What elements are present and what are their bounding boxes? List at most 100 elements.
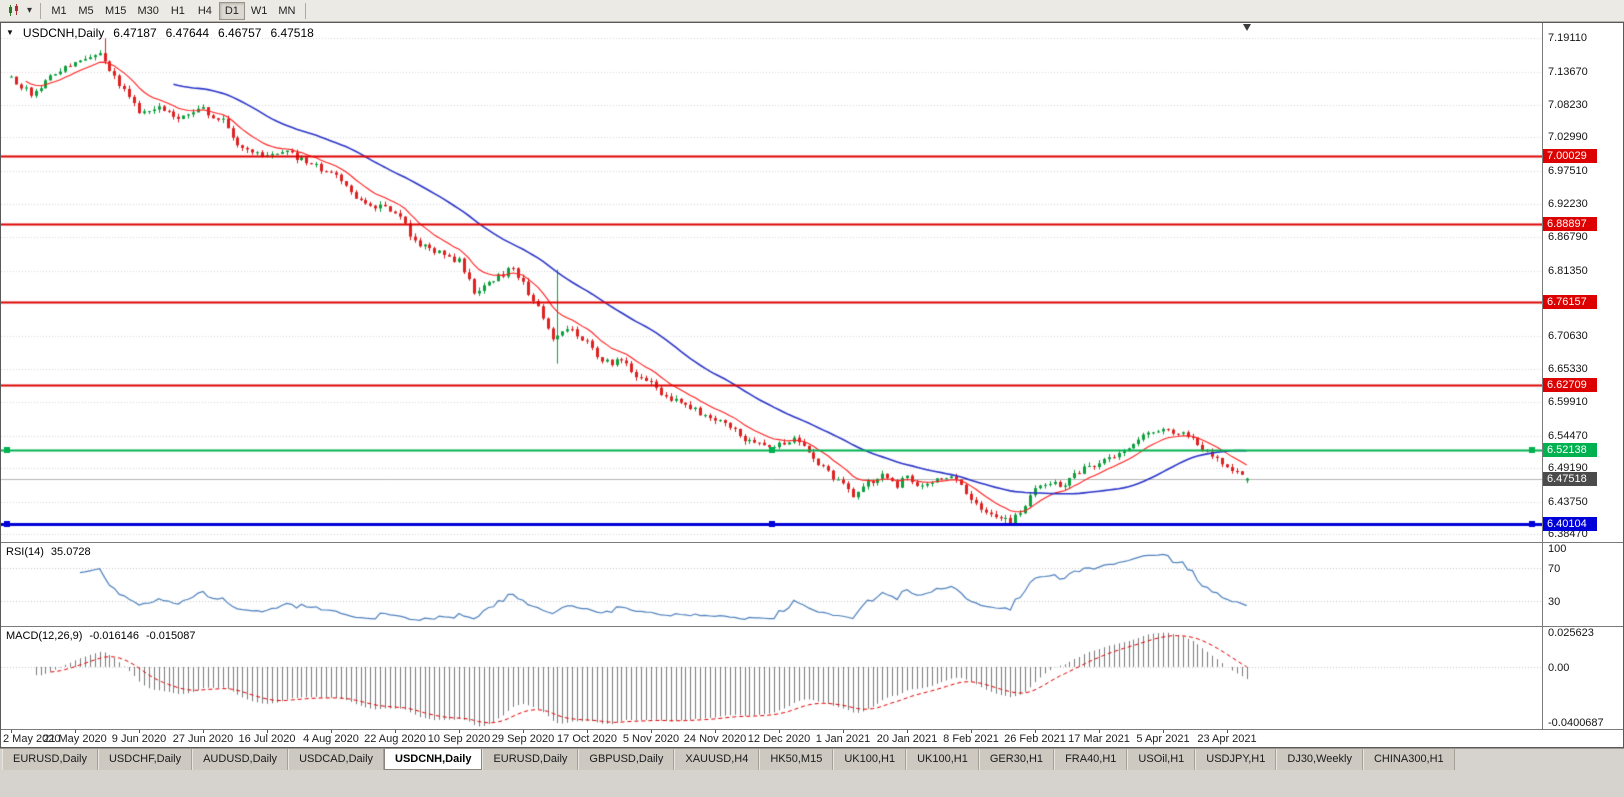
- level-price-badge: 6.76157: [1543, 295, 1597, 310]
- date-tick-mark: [843, 730, 844, 733]
- macd-name: MACD(12,26,9): [6, 630, 83, 642]
- timeframe-button-m30[interactable]: M30: [137, 4, 159, 17]
- toolbar-separator: [40, 2, 42, 19]
- timeframe-button-m15[interactable]: M15: [105, 4, 127, 17]
- chart-collapse-icon[interactable]: ▼: [6, 28, 14, 37]
- macd-scale-label: 0.025623: [1548, 627, 1594, 639]
- rsi-canvas[interactable]: [1, 543, 1542, 626]
- date-label: 1 Jan 2021: [815, 733, 871, 745]
- tab-dj30-weekly[interactable]: DJ30,Weekly: [1276, 749, 1363, 770]
- date-tick-mark: [139, 730, 140, 733]
- tab-gbpusd-daily[interactable]: GBPUSD,Daily: [578, 749, 675, 770]
- date-label: 2 May 2020: [3, 733, 61, 745]
- tab-eurusd-daily[interactable]: EURUSD,Daily: [482, 749, 579, 770]
- date-tick-mark: [587, 730, 588, 733]
- date-label: 9 Jun 2020: [111, 733, 167, 745]
- date-label: 5 Nov 2020: [622, 733, 680, 745]
- candlestick-glyph: [9, 4, 18, 16]
- rsi-scale[interactable]: 100 70 30: [1542, 543, 1623, 626]
- date-tick-mark: [1163, 730, 1164, 733]
- tab-usdchf-daily[interactable]: USDCHF,Daily: [97, 749, 193, 770]
- level-price-badge: 6.88897: [1543, 217, 1597, 232]
- price-tick-label: 7.02990: [1548, 131, 1588, 144]
- date-label: 17 Mar 2021: [1068, 733, 1130, 745]
- price-tick-label: 7.19110: [1548, 32, 1587, 45]
- timeframe-button-h4[interactable]: H4: [197, 4, 212, 17]
- tab-hk50-m15[interactable]: HK50,M15: [759, 749, 834, 770]
- price-scale[interactable]: 7.19110 7.13670 7.08230 7.02990 6.97510 6.922…: [1542, 23, 1623, 542]
- rsi-value: 35.0728: [50, 546, 91, 558]
- tab-eurusd-daily[interactable]: EURUSD,Daily: [2, 749, 98, 770]
- timeframe-button-h1[interactable]: H1: [170, 4, 185, 17]
- tab-china300-h1[interactable]: CHINA300,H1: [1362, 749, 1455, 770]
- tab-uk100-h1[interactable]: UK100,H1: [906, 749, 979, 770]
- price-pane: ▼ USDCNH,Daily 6.47187 6.47644 6.46757 6…: [1, 23, 1623, 542]
- date-label: 20 Jan 2021: [876, 733, 938, 745]
- macd-scale-label: 0.00: [1548, 661, 1570, 674]
- date-label: 26 Feb 2021: [1004, 733, 1066, 745]
- date-tick-mark: [651, 730, 652, 733]
- price-tick-label: 6.97510: [1548, 165, 1588, 178]
- rsi-pane: RSI(14) 35.0728 100 70 30: [1, 542, 1623, 626]
- date-tick-mark: [1035, 730, 1036, 733]
- date-label: 17 Oct 2020: [557, 733, 617, 745]
- chart-type-icon[interactable]: [4, 4, 24, 17]
- timeframe-button-w1[interactable]: W1: [250, 4, 268, 17]
- tab-usoil-h1[interactable]: USOil,H1: [1127, 749, 1196, 770]
- date-tick-mark: [1227, 730, 1228, 733]
- ohlc-open: 6.47187: [113, 26, 157, 40]
- macd-main-value: -0.016146: [89, 630, 139, 642]
- date-tick-mark: [971, 730, 972, 733]
- date-tick-mark: [779, 730, 780, 733]
- chart-tab-bar: EURUSD,Daily USDCHF,Daily AUDUSD,Daily USDC…: [0, 748, 1624, 770]
- date-axis[interactable]: 2 May 2020 21 May 2020 9 Jun 2020 27 Jun 20…: [1, 729, 1623, 747]
- chart-shift-marker[interactable]: [1242, 24, 1251, 31]
- rsi-scale-label: 70: [1548, 562, 1561, 575]
- chart-type-dropdown-icon[interactable]: ▾: [27, 5, 33, 16]
- ohlc-close: 6.47518: [270, 26, 314, 40]
- rsi-name: RSI(14): [6, 546, 44, 558]
- tab-uk100-h1[interactable]: UK100,H1: [833, 749, 907, 770]
- bottom-strip: [0, 770, 1624, 797]
- price-tick-label: 7.13670: [1548, 65, 1588, 78]
- macd-scale[interactable]: 0.025623 0.00 -0.0400687: [1542, 627, 1623, 729]
- date-tick-mark: [75, 730, 76, 733]
- date-label: 8 Feb 2021: [943, 733, 999, 745]
- date-label: 24 Nov 2020: [683, 733, 747, 745]
- timeframe-button-d1[interactable]: D1: [218, 1, 245, 20]
- level-price-badge: 6.62709: [1543, 378, 1597, 393]
- price-tick-label: 6.43750: [1548, 495, 1588, 508]
- date-label: 22 Aug 2020: [364, 733, 426, 745]
- date-label: 23 Apr 2021: [1197, 733, 1257, 745]
- macd-pane: MACD(12,26,9) -0.016146 -0.015087 0.0256…: [1, 626, 1623, 729]
- tab-xauusd-h4[interactable]: XAUUSD,H4: [674, 749, 760, 770]
- macd-canvas[interactable]: [1, 627, 1542, 729]
- toolbar-separator: [305, 2, 307, 19]
- date-tick-mark: [331, 730, 332, 733]
- tab-fra40-h1[interactable]: FRA40,H1: [1054, 749, 1128, 770]
- macd-signal-value: -0.015087: [145, 630, 196, 642]
- date-tick-mark: [203, 730, 204, 733]
- rsi-label: RSI(14) 35.0728: [6, 546, 91, 558]
- tab-ger30-h1[interactable]: GER30,H1: [978, 749, 1055, 770]
- tab-usdjpy-h1[interactable]: USDJPY,H1: [1195, 749, 1277, 770]
- timeframe-button-mn[interactable]: MN: [278, 4, 296, 17]
- level-price-badge: 6.40104: [1543, 517, 1597, 532]
- chart-title: ▼ USDCNH,Daily 6.47187 6.47644 6.46757 6…: [6, 26, 314, 40]
- price-chart-canvas[interactable]: [1, 23, 1542, 542]
- tab-audusd-daily[interactable]: AUDUSD,Daily: [192, 749, 289, 770]
- date-label: 27 Jun 2020: [172, 733, 234, 745]
- tab-usdcnh-daily[interactable]: USDCNH,Daily: [384, 749, 483, 770]
- tab-usdcad-daily[interactable]: USDCAD,Daily: [288, 749, 385, 770]
- price-tick-label: 6.59910: [1548, 396, 1588, 409]
- timeframe-button-m1[interactable]: M1: [51, 4, 67, 17]
- macd-scale-label: -0.0400687: [1548, 717, 1604, 729]
- macd-label: MACD(12,26,9) -0.016146 -0.015087: [6, 630, 196, 642]
- date-tick-mark: [1099, 730, 1100, 733]
- date-label: 21 May 2020: [43, 733, 107, 745]
- rsi-scale-label: 100: [1548, 543, 1567, 555]
- level-price-badge: 7.00029: [1543, 148, 1597, 163]
- timeframe-button-m5[interactable]: M5: [78, 4, 94, 17]
- level-price-badge: 6.52138: [1543, 443, 1597, 458]
